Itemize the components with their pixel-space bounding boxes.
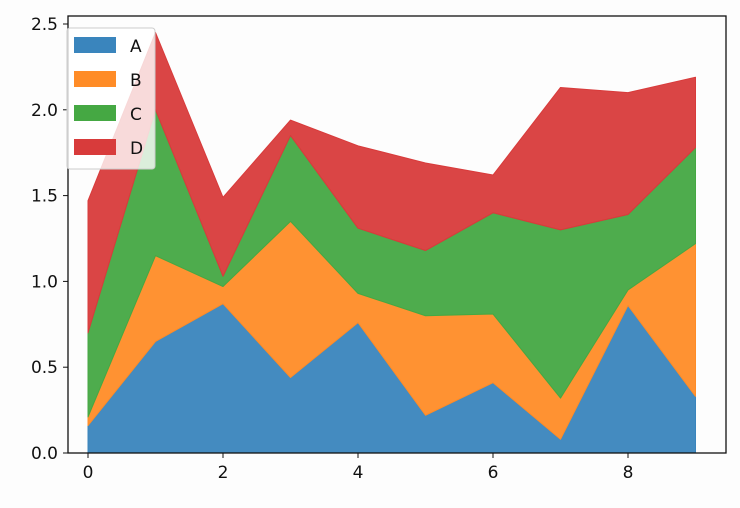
x-tick-label: 8 (623, 463, 634, 483)
y-tick-label: 1.5 (31, 187, 58, 207)
y-axis: 0.0 0.5 1.0 1.5 2.0 2.5 (31, 15, 68, 464)
y-tick-label: 1.0 (31, 272, 58, 292)
x-axis: 0 2 4 6 8 (83, 453, 634, 483)
y-tick-label: 0.0 (31, 444, 58, 464)
legend-label-C: C (130, 105, 142, 125)
y-tick-label: 2.5 (31, 15, 58, 35)
plot-areas (87, 32, 696, 454)
x-tick-label: 6 (488, 463, 499, 483)
legend-box (66, 27, 156, 170)
legend-label-B: B (130, 71, 142, 91)
x-tick-label: 0 (83, 463, 94, 483)
axes-frame (67, 15, 727, 454)
legend-swatch-B (74, 71, 116, 87)
legend-swatch-C (74, 105, 116, 121)
area-series-D (87, 32, 696, 334)
x-tick-label: 2 (218, 463, 229, 483)
legend-swatch-D (74, 139, 116, 155)
y-tick-label: 2.0 (31, 101, 58, 121)
y-tick-label: 0.5 (31, 358, 58, 378)
legend-label-D: D (130, 139, 143, 159)
legend-swatch-A (74, 37, 116, 53)
legend-label-A: A (130, 37, 142, 57)
x-tick-label: 4 (353, 463, 364, 483)
